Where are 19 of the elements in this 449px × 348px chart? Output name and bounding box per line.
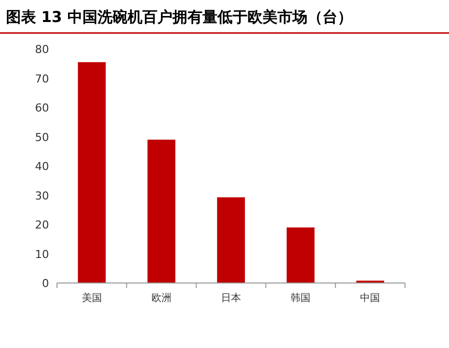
x-tick-label: 美国	[82, 292, 102, 304]
x-tick-label: 中国	[360, 292, 380, 304]
x-tick-label: 欧洲	[151, 292, 172, 304]
y-tick-label: 30	[35, 189, 49, 202]
y-tick-label: 40	[35, 160, 49, 173]
y-tick-label: 70	[35, 72, 49, 86]
bar	[217, 197, 245, 283]
bar	[286, 227, 315, 283]
y-tick-label: 80	[35, 43, 49, 56]
x-tick-label: 韩国	[290, 292, 311, 304]
y-tick-label: 10	[35, 248, 49, 261]
bar	[147, 140, 176, 283]
bar	[78, 62, 106, 283]
y-tick-label: 50	[35, 130, 49, 144]
chart-title: 图表 13 中国洗碗机百户拥有量低于欧美市场（台）	[6, 8, 352, 26]
y-tick-label: 0	[42, 277, 49, 290]
y-tick-label: 20	[35, 218, 49, 232]
x-tick-label: 日本	[221, 292, 241, 304]
y-tick-label: 60	[35, 102, 49, 114]
